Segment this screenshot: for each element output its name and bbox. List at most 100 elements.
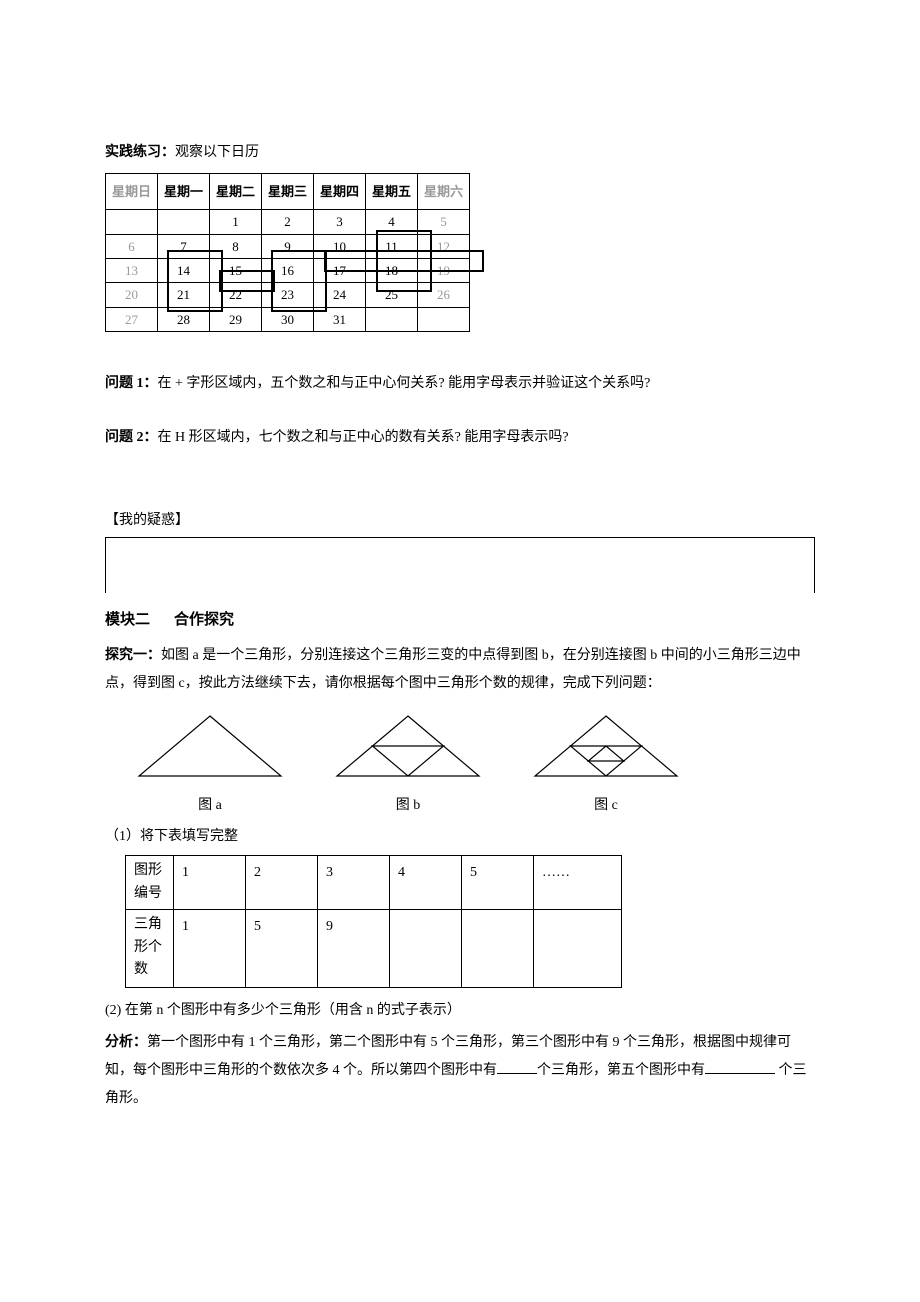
row1-cell: 5: [462, 856, 534, 910]
analysis-paragraph: 分析：第一个图形中有 1 个三角形，第二个图形中有 5 个三角形，第三个图形中有…: [105, 1029, 815, 1113]
practice-heading: 实践练习：观察以下日历: [105, 140, 815, 165]
calendar-cell: 18: [366, 258, 418, 282]
row2-label: 三角形个数: [126, 910, 174, 988]
question-2-label: 问题 2：: [105, 430, 158, 445]
calendar-cell: 20: [106, 283, 158, 307]
calendar-cell: 26: [418, 283, 470, 307]
calendar-cell: [106, 210, 158, 234]
module-2-heading: 模块二 合作探究: [105, 607, 815, 634]
calendar-cell: 31: [314, 307, 366, 331]
figure-b: 图 b: [333, 712, 483, 818]
question-1-label: 问题 1：: [105, 376, 158, 391]
calendar-row: 20 21 22 23 24 25 26: [106, 283, 470, 307]
row1-cell: ……: [534, 856, 622, 910]
calendar-cell: 4: [366, 210, 418, 234]
calendar-cell: 22: [210, 283, 262, 307]
calendar-row: 1 2 3 4 5: [106, 210, 470, 234]
calendar-cell: 30: [262, 307, 314, 331]
module-2-right: 合作探究: [174, 612, 234, 628]
subtask-2: (2) 在第 n 个图形中有多少个三角形（用含 n 的式子表示）: [105, 998, 815, 1023]
question-1: 问题 1：在 + 字形区域内，五个数之和与正中心何关系? 能用字母表示并验证这个…: [105, 371, 815, 396]
calendar-cell: 29: [210, 307, 262, 331]
calendar-cell: 2: [262, 210, 314, 234]
fill-blank-2[interactable]: [705, 1060, 775, 1074]
calendar-cell: 1: [210, 210, 262, 234]
calendar-cell: 23: [262, 283, 314, 307]
day-header: 星期五: [366, 174, 418, 210]
calendar-cell: 17: [314, 258, 366, 282]
triangle-b-svg: [333, 712, 483, 780]
calendar-cell: 8: [210, 234, 262, 258]
figures-row: 图 a 图 b 图 c: [135, 712, 815, 818]
calendar-cell: 27: [106, 307, 158, 331]
triangle-a-svg: [135, 712, 285, 780]
day-header: 星期日: [106, 174, 158, 210]
row2-cell: 1: [174, 910, 246, 988]
row1-cell: 1: [174, 856, 246, 910]
triangle-count-table: 图形编号 1 2 3 4 5 …… 三角形个数 1 5 9: [125, 855, 622, 988]
calendar-cell: [366, 307, 418, 331]
module-2-left: 模块二: [105, 612, 150, 628]
practice-text: 观察以下日历: [175, 145, 259, 160]
day-header: 星期二: [210, 174, 262, 210]
table-row: 图形编号 1 2 3 4 5 ……: [126, 856, 622, 910]
explore-text: 如图 a 是一个三角形，分别连接这个三角形三变的中点得到图 b，在分别连接图 b…: [105, 648, 801, 691]
figure-a-label: 图 a: [135, 793, 285, 818]
calendar-cell: 14: [158, 258, 210, 282]
calendar-cell: 10: [314, 234, 366, 258]
calendar-cell: 12: [418, 234, 470, 258]
question-2-text: 在 H 形区域内，七个数之和与正中心的数有关系? 能用字母表示吗?: [158, 430, 569, 445]
calendar-cell: [418, 307, 470, 331]
row2-cell: 5: [246, 910, 318, 988]
row2-cell: 9: [318, 910, 390, 988]
day-header: 星期一: [158, 174, 210, 210]
calendar-cell: 9: [262, 234, 314, 258]
calendar-cell: 24: [314, 283, 366, 307]
calendar-cell: 21: [158, 283, 210, 307]
calendar-row: 13 14 15 16 17 18 19: [106, 258, 470, 282]
day-header: 星期六: [418, 174, 470, 210]
calendar-cell: 3: [314, 210, 366, 234]
doubt-box: [105, 537, 815, 593]
calendar-cell: 7: [158, 234, 210, 258]
calendar-cell: 15: [210, 258, 262, 282]
explore-paragraph: 探究一：如图 a 是一个三角形，分别连接这个三角形三变的中点得到图 b，在分别连…: [105, 642, 815, 698]
calendar-cell: 6: [106, 234, 158, 258]
row1-label: 图形编号: [126, 856, 174, 910]
day-header: 星期三: [262, 174, 314, 210]
calendar-cell: [158, 210, 210, 234]
table-row: 三角形个数 1 5 9: [126, 910, 622, 988]
fill-blank-1[interactable]: [497, 1060, 537, 1074]
calendar-cell: 25: [366, 283, 418, 307]
calendar-cell: 28: [158, 307, 210, 331]
row1-cell: 4: [390, 856, 462, 910]
explore-label: 探究一：: [105, 648, 161, 663]
figure-c: 图 c: [531, 712, 681, 818]
calendar-wrap: 星期日 星期一 星期二 星期三 星期四 星期五 星期六 1 2 3 4 5 6 …: [105, 173, 470, 350]
analysis-label: 分析：: [105, 1035, 147, 1050]
figure-a: 图 a: [135, 712, 285, 818]
row2-cell: [390, 910, 462, 988]
figure-b-label: 图 b: [333, 793, 483, 818]
triangle-c-svg: [531, 712, 681, 780]
calendar-row: 27 28 29 30 31: [106, 307, 470, 331]
calendar-cell: 5: [418, 210, 470, 234]
practice-label: 实践练习：: [105, 145, 175, 160]
row1-cell: 3: [318, 856, 390, 910]
calendar-header-row: 星期日 星期一 星期二 星期三 星期四 星期五 星期六: [106, 174, 470, 210]
row2-cell: [534, 910, 622, 988]
question-1-text: 在 + 字形区域内，五个数之和与正中心何关系? 能用字母表示并验证这个关系吗?: [158, 376, 651, 391]
day-header: 星期四: [314, 174, 366, 210]
doubt-label: 【我的疑惑】: [105, 508, 815, 533]
calendar-cell: 16: [262, 258, 314, 282]
calendar-cell: 13: [106, 258, 158, 282]
calendar-cell: 11: [366, 234, 418, 258]
calendar-cell: 19: [418, 258, 470, 282]
figure-c-label: 图 c: [531, 793, 681, 818]
calendar-table: 星期日 星期一 星期二 星期三 星期四 星期五 星期六 1 2 3 4 5 6 …: [105, 173, 470, 332]
calendar-row: 6 7 8 9 10 11 12: [106, 234, 470, 258]
question-2: 问题 2：在 H 形区域内，七个数之和与正中心的数有关系? 能用字母表示吗?: [105, 425, 815, 450]
subtask-1: （1）将下表填写完整: [105, 824, 815, 849]
row2-cell: [462, 910, 534, 988]
analysis-text-2: 个三角形，第五个图形中有: [537, 1063, 705, 1078]
